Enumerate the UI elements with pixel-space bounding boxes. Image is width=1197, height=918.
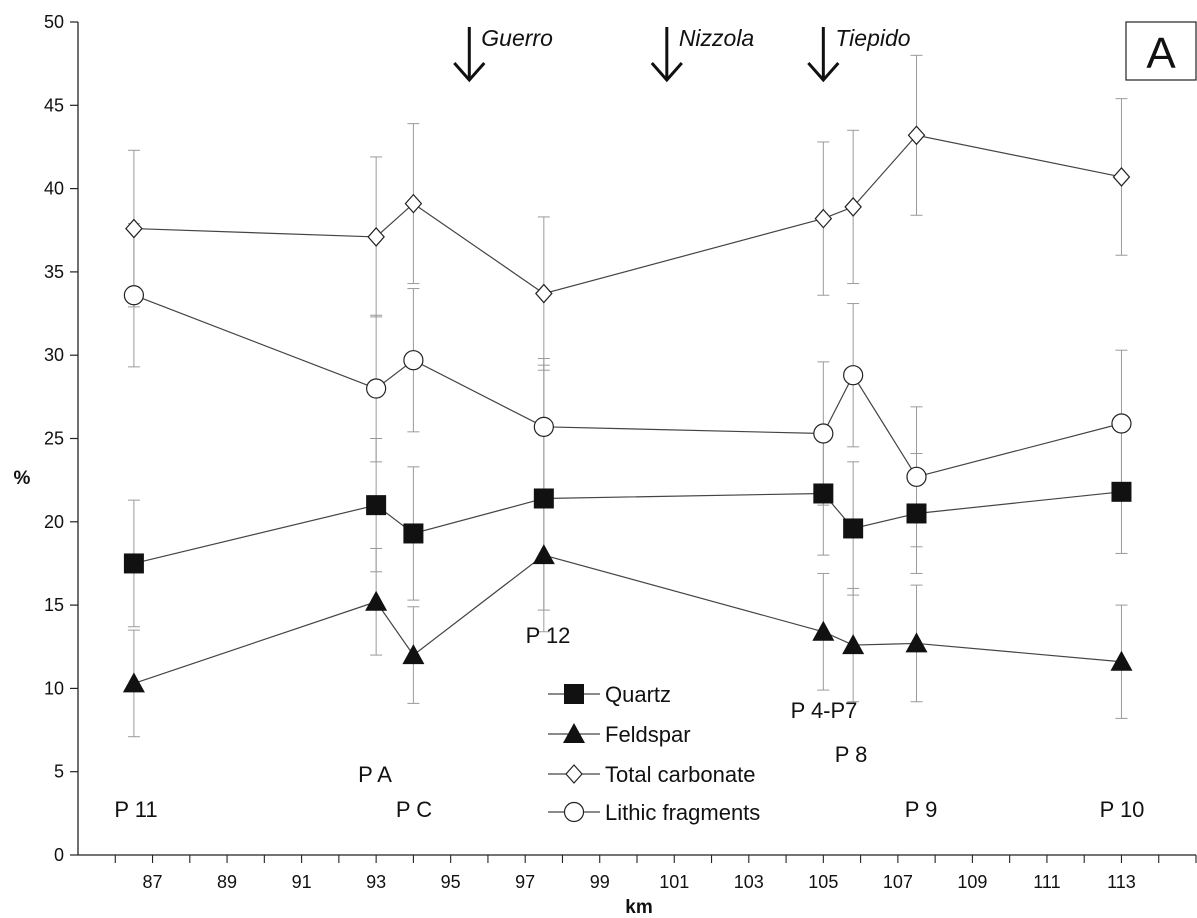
legend-label-total-carbonate: Total carbonate: [605, 762, 755, 787]
lithic-fragments-point: [813, 423, 834, 444]
lithic-fragments-line: [133, 294, 1122, 478]
y-tick-label: 45: [44, 95, 64, 115]
series-lines: [133, 134, 1122, 684]
nizzola-label: Nizzola: [679, 25, 754, 51]
feldspar-line: [133, 554, 1122, 684]
lithic-fragments-point: [366, 378, 387, 399]
axes: 0 5 10 15 20 25 30 35 40 45 50 87 89 91 93 95 97 99 101 103…: [44, 12, 1197, 892]
panel-label: A: [1146, 29, 1176, 78]
tiepido-label: Tiepido: [835, 25, 910, 51]
point-label: P 9: [905, 797, 938, 822]
total-carbonate-point: [125, 218, 143, 239]
nizzola-arrow-head: [650, 62, 683, 83]
point-label: P 12: [526, 623, 571, 648]
total-carbonate-point: [404, 193, 423, 214]
legend: Quartz Feldspar Total carbonate Lithic frag…: [548, 682, 760, 825]
panel-label-box: A: [1125, 21, 1197, 81]
y-tick-label: 25: [44, 429, 64, 449]
x-tick-label: 97: [515, 872, 535, 892]
y-tick-label: 10: [44, 678, 64, 698]
guerro-arrow-head: [453, 62, 486, 83]
lithic-fragments-point: [1111, 413, 1132, 434]
point-label: P 4-P7: [791, 698, 858, 723]
y-tick-label: 50: [44, 12, 64, 32]
x-tick-label: 105: [808, 872, 838, 892]
quartz-point: [533, 488, 554, 509]
lithic-fragments-point: [533, 416, 554, 437]
point-label: P C: [396, 797, 432, 822]
quartz-point: [123, 553, 144, 574]
lithic-fragments-point: [843, 365, 864, 386]
y-tick-label: 35: [44, 262, 64, 282]
y-tick-label: 40: [44, 179, 64, 199]
y-axis-title: %: [14, 468, 31, 489]
feldspar-point: [1110, 650, 1133, 671]
feldspar-point: [365, 590, 388, 611]
total-carbonate-point: [907, 125, 926, 146]
lithic-fragments-point: [123, 285, 144, 306]
legend-label-lithic-fragments: Lithic fragments: [605, 800, 760, 825]
feldspar-point: [905, 632, 928, 653]
series-markers: [122, 125, 1133, 693]
x-tick-label: 95: [441, 872, 461, 892]
x-tick-label: 103: [734, 872, 764, 892]
y-tick-label: 5: [54, 762, 64, 782]
y-tick-label: 15: [44, 595, 64, 615]
point-label: P 8: [835, 742, 868, 767]
feldspar-point: [122, 672, 145, 693]
x-tick-label: 91: [292, 872, 312, 892]
guerro-label: Guerro: [481, 25, 553, 51]
point-label: P A: [358, 762, 392, 787]
total-carbonate-point: [535, 283, 553, 304]
river-annotations: Guerro Nizzola Tiepido: [453, 25, 911, 83]
x-axis-title: km: [625, 897, 652, 918]
x-tick-label: 111: [1033, 872, 1060, 892]
legend-marker-quartz: [564, 684, 584, 704]
lithic-fragments-point: [403, 350, 424, 371]
legend-label-feldspar: Feldspar: [605, 722, 691, 747]
x-tick-label: 101: [659, 872, 689, 892]
x-tick-label: 93: [366, 872, 386, 892]
quartz-point: [906, 503, 927, 524]
quartz-line: [133, 491, 1122, 565]
quartz-point: [1111, 481, 1132, 502]
quartz-point: [813, 483, 834, 504]
lithic-fragments-point: [906, 466, 927, 487]
total-carbonate-point: [844, 197, 862, 217]
total-carbonate-line: [133, 134, 1122, 295]
point-labels: P 11 P AP C P 12 P 4-P7 P 8 P 9 P 10: [114, 623, 1144, 822]
quartz-point: [403, 523, 424, 544]
total-carbonate-point: [1112, 167, 1131, 187]
y-tick-label: 0: [54, 845, 64, 865]
legend-marker-feldspar: [563, 723, 585, 743]
feldspar-point: [842, 634, 865, 655]
x-tick-label: 109: [957, 872, 987, 892]
y-tick-label: 20: [44, 512, 64, 532]
total-carbonate-point: [367, 227, 385, 247]
x-tick-label: 89: [217, 872, 237, 892]
feldspar-point: [532, 544, 555, 565]
x-tick-label: 107: [883, 872, 913, 892]
legend-marker-total-carbonate: [565, 764, 583, 784]
x-tick-label: 87: [143, 872, 163, 892]
total-carbonate-point: [814, 208, 833, 229]
legend-label-quartz: Quartz: [605, 682, 671, 707]
quartz-point: [843, 518, 864, 539]
feldspar-point: [402, 644, 425, 665]
legend-marker-lithic-fragments: [563, 801, 585, 823]
tiepido-arrow-head: [807, 62, 840, 83]
quartz-point: [366, 495, 387, 516]
point-label: P 11: [114, 797, 157, 822]
y-tick-label: 30: [44, 345, 64, 365]
feldspar-point: [812, 620, 835, 641]
x-tick-label: 99: [590, 872, 610, 892]
x-tick-label: 113: [1107, 872, 1136, 892]
point-label: P 10: [1100, 797, 1145, 822]
